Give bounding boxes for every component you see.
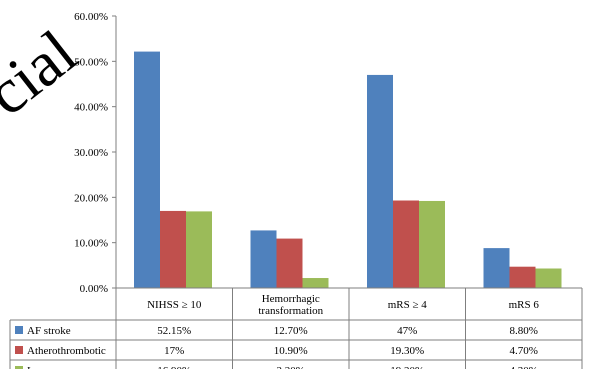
legend-key-atherothrombotic bbox=[15, 346, 23, 354]
bar-lacunar-2 bbox=[419, 200, 445, 288]
category-label: mRS ≥ 4 bbox=[388, 299, 428, 311]
bar-lacunar-3 bbox=[535, 268, 562, 288]
y-tick-label: 30.00% bbox=[74, 147, 108, 159]
data-label: 47% bbox=[397, 325, 417, 337]
bar-lacunar-1 bbox=[302, 278, 329, 288]
legend-label: Lacunar bbox=[27, 365, 63, 369]
bar-af-stroke-2 bbox=[367, 74, 393, 288]
data-label: 17% bbox=[164, 345, 184, 357]
category-label: Hemorrhagic bbox=[262, 293, 320, 305]
bar-af-stroke-0 bbox=[134, 51, 160, 288]
bar-af-stroke-1 bbox=[250, 230, 277, 288]
category-label: transformation bbox=[258, 305, 323, 317]
bar-atherothrombotic-2 bbox=[393, 200, 419, 288]
data-label: 19.20% bbox=[390, 365, 424, 369]
legend-label: AF stroke bbox=[27, 325, 71, 337]
bar-atherothrombotic-1 bbox=[276, 238, 303, 288]
data-label: 16.90% bbox=[157, 365, 191, 369]
legend-key-lacunar bbox=[15, 366, 23, 369]
y-tick-label: 50.00% bbox=[74, 56, 108, 68]
bar-atherothrombotic-3 bbox=[509, 266, 536, 288]
category-label: NIHSS ≥ 10 bbox=[147, 299, 202, 311]
category-label: mRS 6 bbox=[509, 299, 540, 311]
y-tick-label: 0.00% bbox=[80, 283, 108, 295]
data-label: 52.15% bbox=[157, 325, 191, 337]
bar-af-stroke-3 bbox=[483, 248, 510, 288]
bars-layer bbox=[134, 51, 562, 288]
axis-layer: 0.00% 10.00% 20.00% 30.00% 40.00% 50.00% 60.00… bbox=[74, 11, 117, 295]
legend-key-af-stroke bbox=[15, 326, 23, 334]
data-label: 8.80% bbox=[510, 325, 538, 337]
legend-label: Atherothrombotic bbox=[27, 345, 106, 357]
data-label: 10.90% bbox=[274, 345, 308, 357]
data-label: 4.70% bbox=[510, 345, 538, 357]
data-label: 4.30% bbox=[510, 365, 538, 369]
bar-atherothrombotic-0 bbox=[160, 210, 186, 288]
y-tick-label: 10.00% bbox=[74, 238, 108, 250]
y-tick-label: 60.00% bbox=[74, 11, 108, 23]
data-label: 12.70% bbox=[274, 325, 308, 337]
y-tick-label: 40.00% bbox=[74, 102, 108, 114]
data-label: 19.30% bbox=[390, 345, 424, 357]
bar-lacunar-0 bbox=[186, 211, 212, 288]
y-tick-label: 20.00% bbox=[74, 192, 108, 204]
data-label: 2.20% bbox=[277, 365, 305, 369]
